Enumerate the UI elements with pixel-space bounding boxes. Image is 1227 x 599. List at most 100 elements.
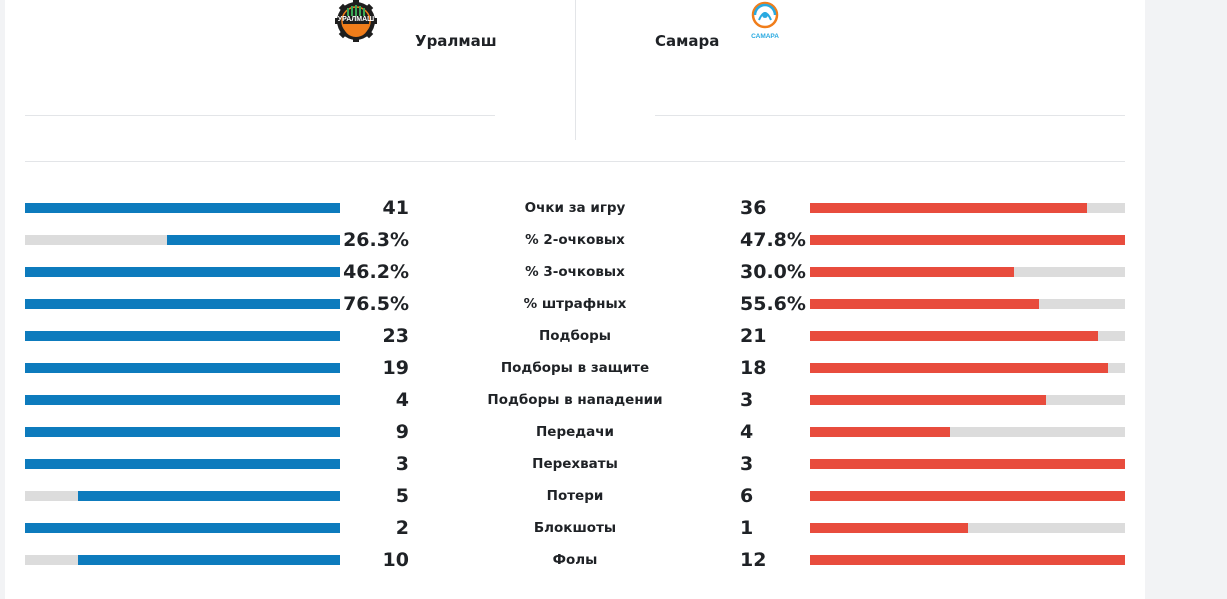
home-stat-bar — [25, 203, 340, 213]
away-team-name[interactable]: Самара — [655, 32, 720, 50]
away-stat-fill — [810, 267, 1015, 277]
stat-row: 4 Подборы в нападении 3 — [5, 384, 1145, 416]
away-stat-value: 4 — [740, 421, 754, 443]
away-stat-fill — [810, 555, 1125, 565]
away-stat-bar — [810, 523, 1125, 533]
home-team-name[interactable]: Уралмаш — [415, 32, 497, 50]
away-stat-bar — [810, 331, 1125, 341]
home-stat-value: 41 — [382, 197, 409, 219]
stat-label: Подборы в защите — [500, 360, 650, 376]
away-stat-bar — [810, 363, 1125, 373]
home-stat-fill — [25, 267, 340, 277]
away-stat-bar — [810, 491, 1125, 501]
away-stat-fill — [810, 331, 1098, 341]
home-stat-bar — [25, 299, 340, 309]
away-stat-bar — [810, 395, 1125, 405]
stat-label: Перехваты — [532, 456, 618, 472]
home-stat-fill — [77, 491, 340, 501]
away-stat-fill — [810, 427, 950, 437]
stat-row: 3 Перехваты 3 — [5, 448, 1145, 480]
home-stat-value: 9 — [395, 421, 409, 443]
home-stat-fill — [25, 299, 340, 309]
home-divider — [25, 115, 495, 116]
stats-divider — [25, 161, 1125, 162]
home-stat-bar — [25, 427, 340, 437]
stat-label: Потери — [546, 488, 604, 504]
stat-label: Блокшоты — [533, 520, 617, 536]
away-stat-value: 1 — [740, 517, 754, 539]
stat-row: 5 Потери 6 — [5, 480, 1145, 512]
stat-row: 23 Подборы 21 — [5, 320, 1145, 352]
away-stat-fill — [810, 203, 1087, 213]
away-stat-bar — [810, 235, 1125, 245]
away-stat-fill — [810, 235, 1125, 245]
home-stat-bar — [25, 331, 340, 341]
away-stat-bar — [810, 267, 1125, 277]
away-stat-value: 21 — [740, 325, 767, 347]
stat-label: Очки за игру — [524, 200, 626, 216]
svg-text:САМАРА: САМАРА — [751, 33, 779, 40]
stat-row: 26.3% % 2-очковых 47.8% — [5, 224, 1145, 256]
away-stat-bar — [810, 459, 1125, 469]
away-stat-fill — [810, 363, 1109, 373]
stat-label: % 2-очковых — [525, 232, 625, 248]
away-stat-fill — [810, 395, 1047, 405]
svg-text:УРАЛМАШ: УРАЛМАШ — [338, 16, 374, 23]
away-divider — [655, 115, 1125, 116]
stat-label: % 3-очковых — [525, 264, 625, 280]
home-stat-bar — [25, 267, 340, 277]
match-stats-panel: УРАЛМАШ Уралмаш Самара САМАРА 41 Очки за … — [5, 0, 1145, 599]
stat-row: 76.5% % штрафных 55.6% — [5, 288, 1145, 320]
home-stat-value: 46.2% — [343, 261, 409, 283]
away-stat-fill — [810, 523, 968, 533]
away-stat-fill — [810, 491, 1125, 501]
home-stat-value: 2 — [395, 517, 409, 539]
away-stat-bar — [810, 203, 1125, 213]
home-stat-value: 26.3% — [343, 229, 409, 251]
away-stat-value: 47.8% — [740, 229, 806, 251]
home-stat-value: 23 — [382, 325, 409, 347]
stat-label: Подборы — [538, 328, 612, 344]
stat-row: 10 Фолы 12 — [5, 544, 1145, 576]
home-stat-fill — [25, 427, 340, 437]
stat-label: % штрафных — [523, 296, 627, 312]
away-stat-fill — [810, 299, 1039, 309]
uralmash-logo[interactable]: УРАЛМАШ — [332, 0, 380, 42]
home-stat-value: 4 — [395, 389, 409, 411]
header-divider — [575, 0, 576, 140]
away-stat-value: 55.6% — [740, 293, 806, 315]
home-stat-value: 3 — [395, 453, 409, 475]
stat-row: 41 Очки за игру 36 — [5, 192, 1145, 224]
page-background-strip — [1145, 0, 1227, 599]
home-stat-fill — [25, 459, 340, 469]
home-stat-fill — [25, 331, 340, 341]
home-stat-bar — [25, 491, 340, 501]
stat-row: 19 Подборы в защите 18 — [5, 352, 1145, 384]
home-stat-fill — [77, 555, 340, 565]
stat-row: 9 Передачи 4 — [5, 416, 1145, 448]
home-stat-value: 76.5% — [343, 293, 409, 315]
home-stat-value: 10 — [382, 549, 409, 571]
away-stat-value: 12 — [740, 549, 767, 571]
away-stat-fill — [810, 459, 1125, 469]
home-stat-fill — [166, 235, 340, 245]
away-stat-value: 6 — [740, 485, 754, 507]
home-stat-bar — [25, 363, 340, 373]
home-stat-fill — [25, 363, 340, 373]
home-stat-bar — [25, 395, 340, 405]
home-stat-bar — [25, 459, 340, 469]
away-team-header: Самара САМАРА — [580, 0, 1145, 60]
home-stat-fill — [25, 395, 340, 405]
home-team-header: УРАЛМАШ Уралмаш — [5, 0, 575, 60]
home-stat-fill — [25, 523, 340, 533]
away-stat-value: 3 — [740, 389, 754, 411]
home-stat-value: 19 — [382, 357, 409, 379]
away-stat-bar — [810, 299, 1125, 309]
away-stat-bar — [810, 427, 1125, 437]
away-stat-value: 3 — [740, 453, 754, 475]
away-stat-value: 30.0% — [740, 261, 806, 283]
home-stat-bar — [25, 555, 340, 565]
away-stat-bar — [810, 555, 1125, 565]
samara-logo[interactable]: САМАРА — [745, 0, 785, 42]
away-stat-value: 36 — [740, 197, 767, 219]
